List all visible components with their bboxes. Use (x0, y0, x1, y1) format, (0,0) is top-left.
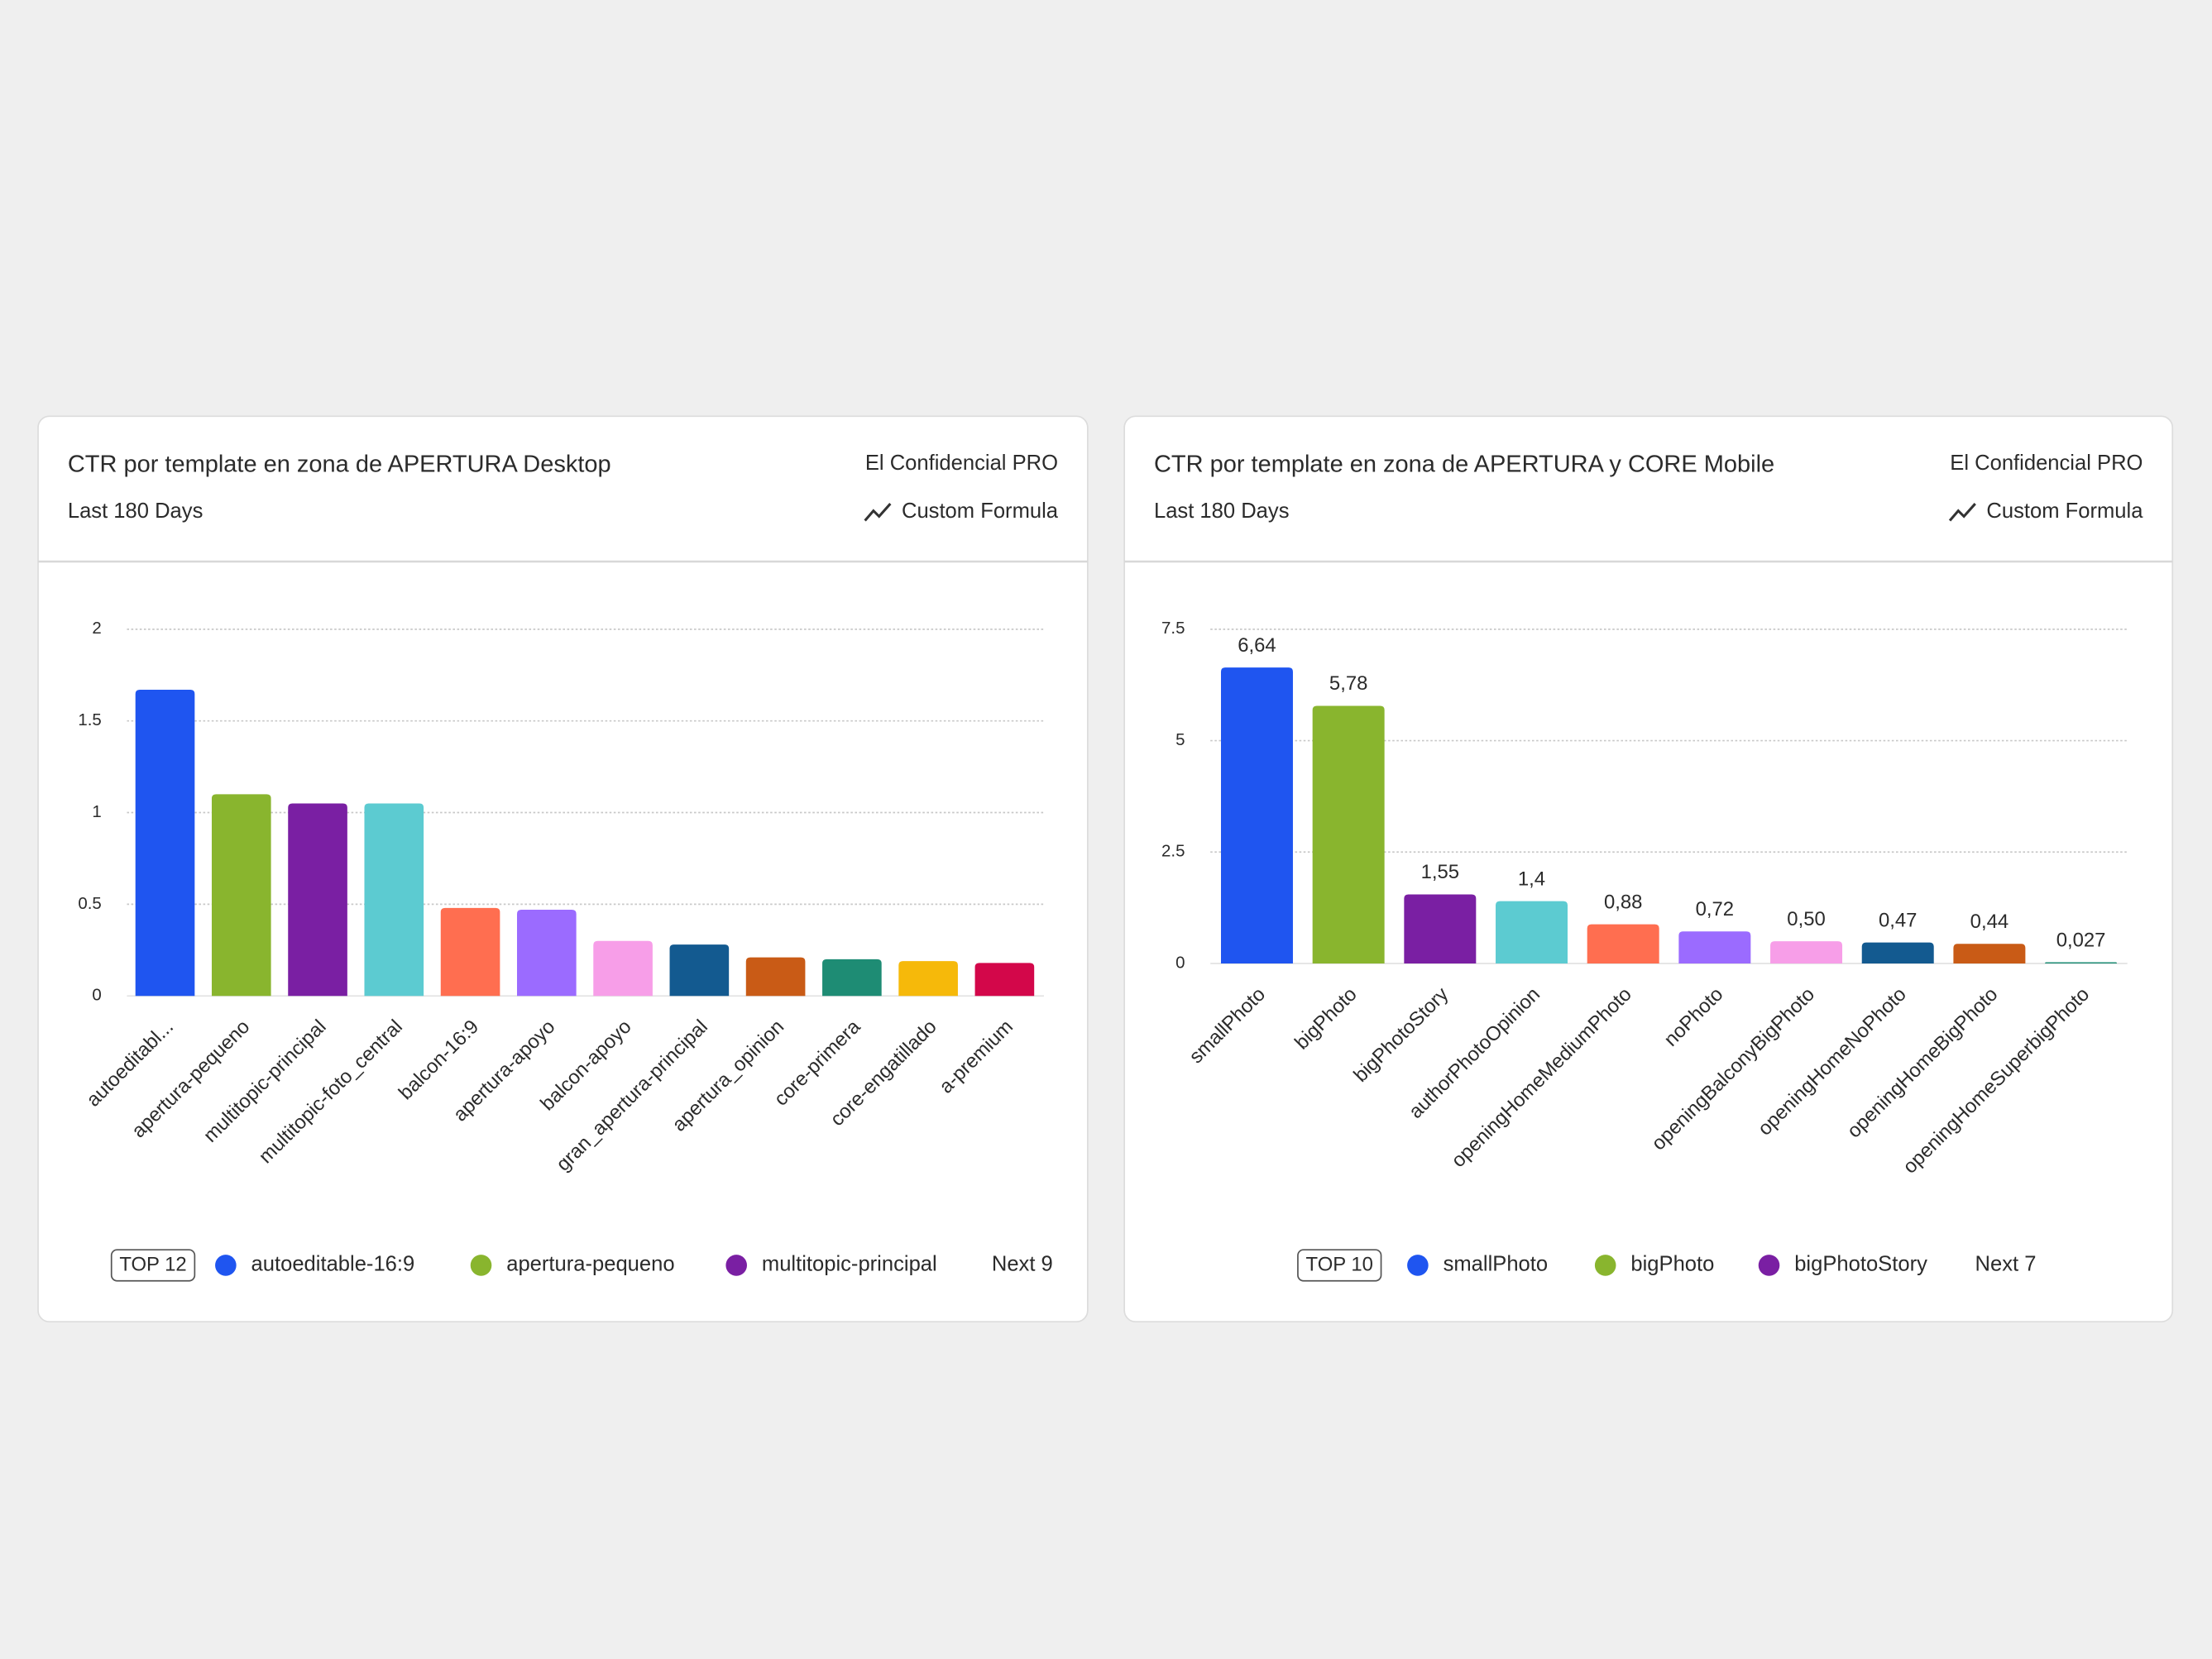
y-tick-label: 2 (92, 619, 101, 638)
legend-label: bigPhoto (1630, 1253, 1714, 1276)
bar (1861, 942, 1934, 964)
bar (517, 910, 577, 997)
legend-more[interactable]: Next 9 (992, 1253, 1053, 1276)
value-label: 0,50 (1787, 908, 1825, 930)
metric-icon (1948, 503, 1976, 522)
y-tick-label: 1.5 (78, 710, 101, 729)
legend-label: autoeditable-16:9 (251, 1253, 415, 1276)
value-label: 0,47 (1879, 909, 1917, 931)
bar (440, 907, 500, 997)
legend-more[interactable]: Next 7 (1975, 1253, 2036, 1276)
y-tick-label: 7.5 (1161, 619, 1185, 638)
bar (1404, 894, 1477, 964)
legend-badge (110, 1249, 196, 1282)
legend-dot (1407, 1255, 1429, 1276)
chart-title: CTR por template en zona de APERTURA y C… (1154, 452, 1774, 478)
value-label: 0,44 (1970, 911, 2009, 933)
bar (1953, 944, 2026, 964)
legend-label: apertura-pequeno (506, 1253, 674, 1276)
bar (135, 689, 195, 997)
bar (974, 963, 1035, 997)
value-label: 0,027 (2056, 929, 2106, 951)
value-label: 1,4 (1518, 868, 1545, 890)
y-tick-label: 1 (92, 802, 101, 821)
bar (1770, 941, 1843, 964)
bar (364, 803, 424, 997)
bar (288, 803, 347, 997)
value-label: 0,72 (1696, 898, 1734, 920)
legend-badge-text: TOP 10 (1306, 1253, 1373, 1275)
bar (1220, 667, 1293, 964)
metric-icon (864, 503, 892, 522)
bar (593, 940, 653, 997)
card (37, 415, 1089, 1323)
y-tick-label: 0.5 (78, 894, 101, 913)
metric: Custom Formula (1986, 500, 2143, 523)
legend-label: bigPhotoStory (1794, 1253, 1927, 1276)
source: El Confidencial PRO (1950, 452, 2143, 475)
value-label: 6,64 (1238, 634, 1276, 657)
chart-title: CTR por template en zona de APERTURA Des… (68, 452, 611, 478)
legend-label: multitopic-principal (762, 1253, 937, 1276)
chart-card: CTR por template en zona de APERTURA Des… (37, 415, 1089, 1323)
legend-dot (215, 1255, 237, 1276)
y-tick-label: 2.5 (1161, 842, 1185, 861)
card (1123, 415, 2174, 1323)
bar (669, 944, 730, 997)
bar (211, 794, 271, 997)
bar (898, 961, 958, 997)
legend-label: smallPhoto (1444, 1253, 1549, 1276)
legend-dot (725, 1255, 747, 1276)
chart-card: CTR por template en zona de APERTURA y C… (1123, 415, 2174, 1323)
legend-dot (470, 1255, 492, 1276)
bar (1496, 901, 1568, 964)
chart-subtitle: Last 180 Days (1154, 500, 1290, 523)
bar (1312, 705, 1385, 964)
source: El Confidencial PRO (865, 452, 1058, 475)
metric: Custom Formula (902, 500, 1059, 523)
bar (745, 957, 806, 997)
y-tick-label: 0 (1175, 953, 1185, 972)
legend-badge (1297, 1249, 1382, 1282)
value-label: 5,78 (1329, 672, 1367, 695)
value-label: 1,55 (1421, 861, 1459, 883)
y-tick-label: 5 (1175, 730, 1185, 749)
value-label: 0,88 (1604, 891, 1642, 913)
bar (822, 959, 882, 997)
legend-dot (1594, 1255, 1616, 1276)
bar (1587, 924, 1659, 964)
legend-badge-text: TOP 12 (119, 1253, 186, 1275)
y-tick-label: 0 (92, 986, 101, 1005)
bar (1678, 931, 1751, 964)
chart-subtitle: Last 180 Days (68, 500, 203, 523)
legend-dot (1758, 1255, 1780, 1276)
